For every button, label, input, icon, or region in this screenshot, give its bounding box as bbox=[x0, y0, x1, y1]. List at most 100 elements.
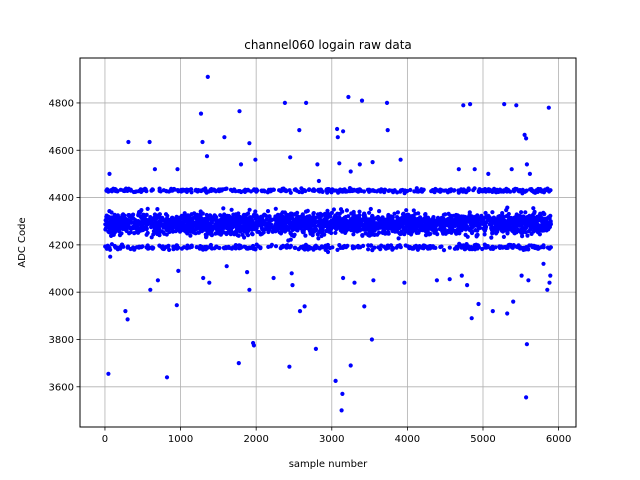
data-point bbox=[301, 230, 306, 235]
data-point bbox=[327, 223, 332, 228]
data-point bbox=[133, 226, 138, 231]
data-point bbox=[515, 245, 520, 250]
data-point bbox=[367, 220, 372, 226]
data-point bbox=[266, 187, 271, 192]
data-point bbox=[339, 408, 344, 413]
data-point bbox=[148, 287, 153, 292]
data-point bbox=[174, 243, 180, 248]
data-point bbox=[287, 364, 292, 369]
data-point bbox=[497, 214, 502, 219]
data-point bbox=[384, 100, 390, 105]
data-point bbox=[443, 220, 448, 225]
data-point bbox=[360, 233, 365, 238]
data-point bbox=[263, 213, 269, 218]
data-point bbox=[447, 277, 452, 282]
data-point bbox=[106, 371, 111, 376]
data-point bbox=[200, 139, 205, 145]
data-point bbox=[268, 222, 274, 227]
data-point bbox=[229, 230, 234, 235]
data-point bbox=[465, 234, 470, 239]
data-point bbox=[337, 211, 342, 216]
data-point bbox=[526, 278, 531, 283]
data-point bbox=[254, 213, 259, 218]
data-point bbox=[531, 229, 536, 234]
data-point bbox=[139, 189, 144, 194]
data-point bbox=[529, 187, 534, 192]
data-point bbox=[247, 141, 252, 146]
data-point bbox=[483, 189, 488, 194]
data-point bbox=[387, 222, 392, 227]
y-axis-label: ADC Code bbox=[17, 217, 28, 267]
data-point bbox=[346, 94, 351, 100]
data-point bbox=[338, 207, 344, 212]
data-point bbox=[492, 186, 497, 191]
data-point bbox=[498, 245, 503, 250]
data-point bbox=[512, 223, 517, 228]
data-point bbox=[469, 217, 474, 222]
data-point bbox=[542, 222, 547, 227]
data-point bbox=[247, 287, 252, 292]
data-point bbox=[198, 111, 204, 116]
data-point bbox=[132, 231, 137, 236]
data-point bbox=[415, 220, 420, 225]
data-point bbox=[461, 226, 466, 231]
data-point bbox=[459, 214, 464, 219]
data-point bbox=[403, 188, 408, 193]
data-point bbox=[340, 189, 346, 194]
data-point bbox=[359, 98, 365, 103]
data-point bbox=[184, 217, 189, 222]
data-point bbox=[231, 216, 236, 221]
data-point bbox=[136, 211, 141, 216]
data-point bbox=[385, 231, 390, 236]
data-point bbox=[106, 229, 111, 234]
data-point bbox=[212, 188, 218, 193]
data-point bbox=[456, 188, 461, 193]
data-point bbox=[416, 211, 421, 216]
data-point bbox=[381, 229, 386, 234]
data-point bbox=[348, 169, 353, 174]
data-point bbox=[376, 225, 381, 230]
data-point bbox=[459, 273, 464, 278]
data-point bbox=[416, 230, 421, 235]
data-point bbox=[237, 189, 242, 194]
data-point bbox=[327, 245, 333, 251]
data-point bbox=[355, 222, 360, 227]
data-point bbox=[507, 242, 512, 247]
data-point bbox=[520, 187, 525, 192]
data-point bbox=[452, 188, 457, 193]
data-point bbox=[304, 224, 309, 229]
data-point bbox=[119, 231, 124, 236]
data-point bbox=[189, 212, 194, 217]
data-point bbox=[427, 232, 432, 237]
data-point bbox=[366, 232, 371, 238]
data-point bbox=[447, 224, 452, 229]
data-point bbox=[441, 216, 446, 221]
data-point bbox=[472, 167, 477, 172]
data-point bbox=[312, 219, 317, 224]
data-point bbox=[511, 299, 516, 304]
data-point bbox=[447, 245, 452, 250]
data-point bbox=[456, 167, 461, 172]
data-point bbox=[518, 214, 523, 219]
data-point bbox=[273, 229, 278, 234]
data-point bbox=[238, 162, 244, 167]
data-point bbox=[455, 213, 460, 218]
data-point bbox=[306, 221, 311, 226]
data-point bbox=[297, 309, 303, 314]
data-point bbox=[497, 187, 503, 192]
data-point bbox=[276, 220, 281, 226]
data-point bbox=[316, 236, 321, 241]
y-tick-label: 4600 bbox=[49, 146, 74, 157]
data-point bbox=[319, 218, 324, 223]
data-point bbox=[176, 189, 181, 194]
data-point bbox=[427, 245, 432, 250]
data-point bbox=[483, 215, 488, 220]
data-point bbox=[282, 100, 287, 105]
data-point bbox=[370, 160, 375, 165]
data-point bbox=[475, 213, 480, 218]
data-point bbox=[432, 230, 437, 235]
y-tick-label: 3800 bbox=[49, 335, 74, 346]
data-point bbox=[341, 129, 346, 134]
data-point bbox=[105, 187, 110, 192]
data-point bbox=[324, 188, 329, 193]
